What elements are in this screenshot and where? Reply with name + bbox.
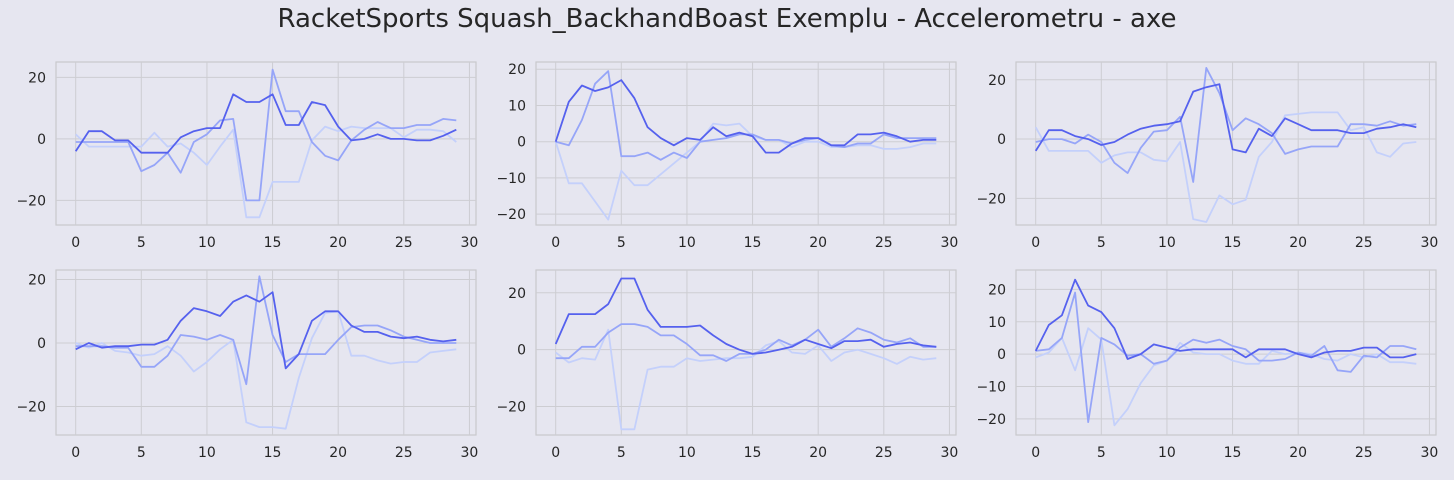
x-tick-label: 10 — [678, 235, 696, 251]
subplot-1: 0 5 10 15 20 25 30 −20 0 20 — [16, 61, 478, 251]
subplot-1-svg: 0 5 10 15 20 25 30 −20 0 20 — [16, 61, 478, 251]
y-tick-label: 0 — [997, 132, 1006, 148]
x-tick-label: 25 — [395, 235, 413, 251]
x-tick-label: 15 — [264, 235, 282, 251]
x-tick-label: 30 — [941, 445, 959, 461]
subplot-3-svg: 0 5 10 15 20 25 30 −20 0 20 — [976, 61, 1438, 251]
x-tick-label: 30 — [461, 445, 479, 461]
x-tick-label: 10 — [1158, 445, 1176, 461]
series-line-2 — [1035, 67, 1417, 183]
series-line-3 — [1035, 327, 1417, 427]
x-tick-label: 25 — [1355, 445, 1373, 461]
x-tick-label: 30 — [941, 235, 959, 251]
y-tick-label: 0 — [517, 343, 526, 359]
subplot-4: 0 5 10 15 20 25 30 −20 0 20 — [16, 269, 478, 461]
subplot-2-svg: 0 5 10 15 20 25 30 −20 −10 0 10 20 — [496, 61, 958, 251]
x-tick-label: 10 — [198, 235, 216, 251]
x-tick-label: 20 — [809, 445, 827, 461]
subplot-5-svg: 0 5 10 15 20 25 30 −20 0 20 — [496, 269, 958, 461]
x-tick-label: 30 — [1421, 235, 1439, 251]
plot-area — [55, 269, 477, 436]
y-tick-label: −10 — [496, 171, 526, 187]
y-tick-label: 10 — [508, 98, 526, 114]
x-tick-label: 15 — [1224, 235, 1242, 251]
y-tick-label: 0 — [37, 132, 46, 148]
y-tick-label: 0 — [517, 135, 526, 151]
y-tick-label: 20 — [988, 73, 1006, 89]
y-tick-label: −20 — [496, 400, 526, 416]
x-tick-label: 10 — [678, 445, 696, 461]
series-line-2 — [75, 68, 457, 202]
x-tick-label: 20 — [1289, 235, 1307, 251]
x-tick-label: 5 — [1097, 235, 1106, 251]
x-tick-label: 25 — [395, 445, 413, 461]
subplot-4-svg: 0 5 10 15 20 25 30 −20 0 20 — [16, 269, 478, 461]
x-tick-label: 20 — [329, 235, 347, 251]
x-tick-label: 5 — [617, 445, 626, 461]
x-tick-label: 0 — [71, 445, 80, 461]
series-line-1 — [1034, 278, 1417, 360]
series-line-3 — [555, 328, 937, 431]
series-line-2 — [555, 323, 937, 362]
y-tick-label: 10 — [988, 315, 1006, 331]
x-tick-label: 0 — [1031, 445, 1040, 461]
series-line-1 — [75, 291, 457, 370]
x-tick-label: 15 — [264, 445, 282, 461]
x-tick-label: 30 — [1421, 445, 1439, 461]
y-tick-label: 20 — [988, 282, 1006, 298]
series-line-1 — [74, 93, 457, 154]
series-line-3 — [1034, 111, 1417, 223]
x-tick-label: 30 — [461, 235, 479, 251]
y-tick-label: −20 — [976, 191, 1006, 207]
series-line-3 — [554, 122, 937, 221]
plot-area — [1015, 269, 1437, 436]
plot-area — [535, 61, 957, 226]
series-line-2 — [1035, 291, 1417, 424]
x-tick-label: 0 — [551, 445, 560, 461]
x-tick-label: 0 — [551, 235, 560, 251]
y-tick-label: −10 — [976, 379, 1006, 395]
x-tick-label: 15 — [744, 235, 762, 251]
figure-title: RacketSports Squash_BackhandBoast Exempl… — [277, 4, 1177, 34]
series-line-2 — [75, 275, 457, 386]
x-tick-label: 10 — [198, 445, 216, 461]
x-tick-label: 15 — [1224, 445, 1242, 461]
x-tick-label: 5 — [1097, 445, 1106, 461]
y-tick-label: −20 — [496, 207, 526, 223]
y-tick-label: −20 — [976, 412, 1006, 428]
x-tick-label: 5 — [617, 235, 626, 251]
x-tick-label: 5 — [137, 445, 146, 461]
series-line-3 — [75, 125, 457, 219]
subplot-6-svg: 0 5 10 15 20 25 30 −20 −10 0 10 20 — [976, 269, 1438, 461]
x-tick-label: 10 — [1158, 235, 1176, 251]
x-tick-label: 0 — [1031, 235, 1040, 251]
series-line-3 — [75, 310, 457, 430]
x-tick-label: 15 — [744, 445, 762, 461]
y-tick-label: 20 — [28, 273, 46, 289]
x-tick-label: 25 — [875, 235, 893, 251]
y-tick-label: 20 — [28, 70, 46, 86]
x-tick-label: 25 — [875, 445, 893, 461]
subplot-6: 0 5 10 15 20 25 30 −20 −10 0 10 20 — [976, 269, 1438, 461]
y-tick-label: −20 — [16, 193, 46, 209]
subplot-5: 0 5 10 15 20 25 30 −20 0 20 — [496, 269, 958, 461]
y-tick-label: 20 — [508, 286, 526, 302]
y-tick-label: 20 — [508, 62, 526, 78]
x-tick-label: 25 — [1355, 235, 1373, 251]
series-line-1 — [554, 277, 937, 355]
y-tick-label: −20 — [16, 399, 46, 415]
x-tick-label: 5 — [137, 235, 146, 251]
x-tick-label: 20 — [1289, 445, 1307, 461]
y-tick-label: 0 — [37, 336, 46, 352]
subplot-2: 0 5 10 15 20 25 30 −20 −10 0 10 20 — [496, 61, 958, 251]
y-tick-label: 0 — [997, 347, 1006, 363]
series-line-1 — [554, 79, 937, 154]
x-tick-label: 20 — [809, 235, 827, 251]
series-line-1 — [1034, 83, 1417, 154]
x-tick-label: 0 — [71, 235, 80, 251]
subplot-3: 0 5 10 15 20 25 30 −20 0 20 — [976, 61, 1438, 251]
x-tick-label: 20 — [329, 445, 347, 461]
